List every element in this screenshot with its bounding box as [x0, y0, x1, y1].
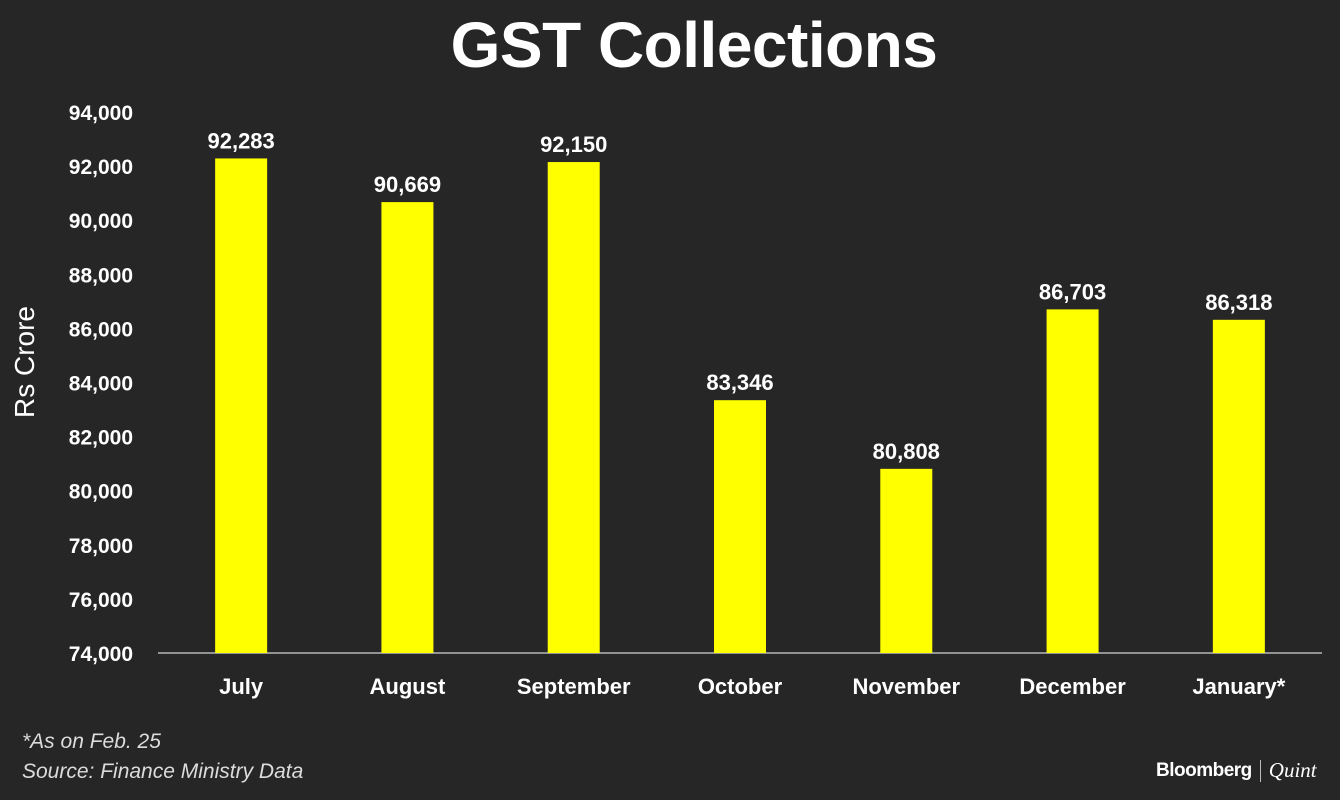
y-tick-label: 88,000 [69, 264, 133, 287]
x-tick-label: January* [1192, 674, 1285, 699]
brand-separator [1259, 759, 1261, 782]
bar-january [1212, 319, 1265, 653]
brand-suffix: Quint [1268, 758, 1317, 782]
bar-july [215, 158, 268, 653]
chart-title: GST Collections [450, 9, 938, 81]
y-tick-label: 94,000 [69, 102, 133, 125]
y-tick-label: 76,000 [69, 589, 133, 612]
footnote-source: Source: Finance Ministry Data [22, 760, 304, 783]
x-tick-label: December [1019, 674, 1126, 699]
y-tick-label: 84,000 [69, 373, 133, 396]
data-label: 90,669 [374, 172, 441, 197]
data-label: 92,150 [540, 132, 607, 157]
x-tick-label: November [852, 674, 960, 699]
bar-november [880, 468, 933, 653]
data-label: 83,346 [706, 370, 773, 395]
y-tick-label: 90,000 [69, 210, 133, 233]
y-tick-label: 74,000 [69, 643, 133, 666]
brand-logo: Bloomberg Quint [1156, 758, 1317, 783]
y-tick-label: 82,000 [69, 427, 133, 450]
data-label: 92,283 [207, 128, 274, 153]
x-tick-label: September [517, 674, 631, 699]
data-label: 86,318 [1205, 290, 1272, 315]
bar-august [381, 202, 434, 653]
data-label: 80,808 [873, 439, 940, 464]
bar-october [714, 400, 766, 653]
brand-name: Bloomberg [1156, 759, 1252, 781]
y-tick-label: 86,000 [69, 318, 133, 341]
bar-december [1046, 309, 1099, 653]
footnote-note: *As on Feb. 25 [22, 730, 161, 753]
bar-september [547, 162, 600, 654]
x-tick-label: August [370, 674, 446, 699]
y-tick-label: 80,000 [69, 481, 133, 504]
data-label: 86,703 [1039, 279, 1106, 304]
y-tick-label: 78,000 [69, 535, 133, 558]
y-tick-label: 92,000 [69, 156, 133, 179]
x-tick-label: October [698, 674, 783, 699]
x-tick-label: July [219, 674, 264, 699]
